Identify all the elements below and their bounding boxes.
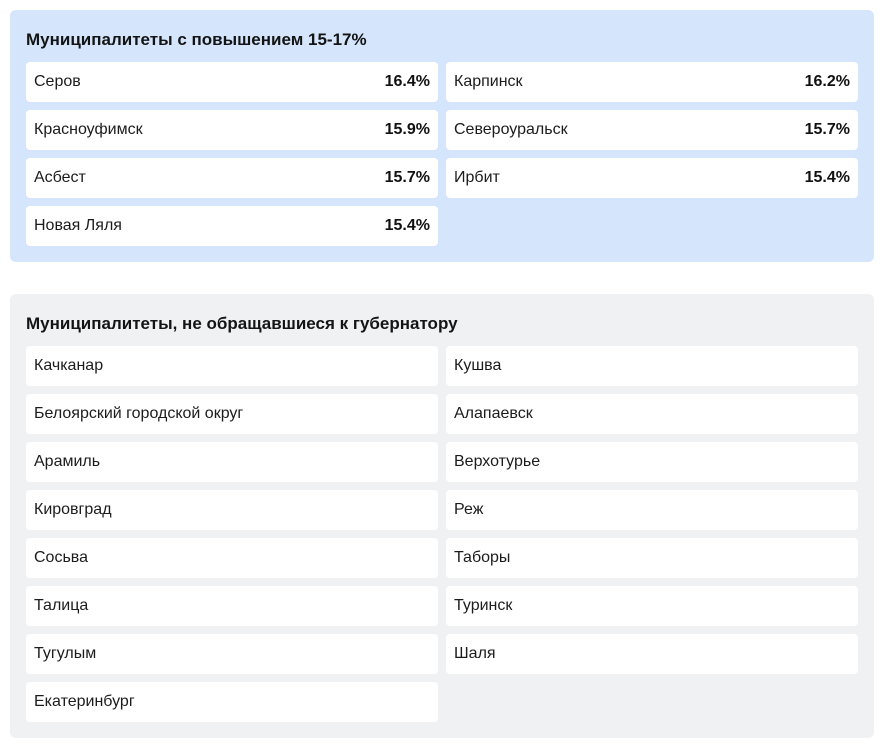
municipality-card: Екатеринбург xyxy=(26,682,438,722)
no-request-grid: Качканар Кушва Белоярский городской окру… xyxy=(26,346,858,722)
municipality-name: Кировград xyxy=(34,501,112,518)
municipality-card: Кушва xyxy=(446,346,858,386)
no-request-panel-title: Муниципалитеты, не обращавшиеся к губерн… xyxy=(26,314,458,333)
municipality-card: Карпинск 16.2% xyxy=(446,62,858,102)
municipality-name: Новая Ляля xyxy=(34,217,122,234)
municipality-card: Алапаевск xyxy=(446,394,858,434)
increase-panel-title: Муниципалитеты с повышением 15-17% xyxy=(26,30,367,49)
municipality-card: Туринск xyxy=(446,586,858,626)
municipality-card: Белоярский городской округ xyxy=(26,394,438,434)
municipality-card: Красноуфимск 15.9% xyxy=(26,110,438,150)
no-request-panel: Муниципалитеты, не обращавшиеся к губерн… xyxy=(10,294,874,738)
municipality-name: Талица xyxy=(34,597,89,614)
municipality-name: Красноуфимск xyxy=(34,121,143,138)
municipality-name: Туринск xyxy=(454,597,513,614)
increase-percent: 16.2% xyxy=(804,73,850,90)
municipality-card: Арамиль xyxy=(26,442,438,482)
municipality-name: Белоярский городской округ xyxy=(34,405,244,422)
municipality-card: Серов 16.4% xyxy=(26,62,438,102)
municipality-name: Реж xyxy=(454,501,484,518)
municipality-name: Асбест xyxy=(34,169,86,186)
municipality-card: Верхотурье xyxy=(446,442,858,482)
municipality-card: Реж xyxy=(446,490,858,530)
municipality-name: Североуральск xyxy=(454,121,568,138)
increase-percent: 15.9% xyxy=(384,121,430,138)
municipality-card: Тугулым xyxy=(26,634,438,674)
municipality-name: Алапаевск xyxy=(454,405,533,422)
increase-panel: Муниципалитеты с повышением 15-17% Серов… xyxy=(10,10,874,262)
municipality-name: Арамиль xyxy=(34,453,101,470)
municipality-card: Качканар xyxy=(26,346,438,386)
increase-percent: 15.7% xyxy=(384,169,430,186)
municipality-card: Сосьва xyxy=(26,538,438,578)
municipality-card: Ирбит 15.4% xyxy=(446,158,858,198)
increase-percent: 15.7% xyxy=(804,121,850,138)
municipality-card: Шаля xyxy=(446,634,858,674)
increase-percent: 15.4% xyxy=(804,169,850,186)
municipality-name: Шаля xyxy=(454,645,496,662)
municipality-name: Верхотурье xyxy=(454,453,541,470)
municipality-card: Североуральск 15.7% xyxy=(446,110,858,150)
increase-grid: Серов 16.4% Карпинск 16.2% Красноуфимск … xyxy=(26,62,858,246)
municipality-card: Асбест 15.7% xyxy=(26,158,438,198)
municipality-card: Кировград xyxy=(26,490,438,530)
municipality-name: Качканар xyxy=(34,357,104,374)
municipality-name: Кушва xyxy=(454,357,502,374)
increase-percent: 15.4% xyxy=(384,217,430,234)
municipality-name: Сосьва xyxy=(34,549,89,566)
municipality-name: Тугулым xyxy=(34,645,97,662)
municipality-card: Талица xyxy=(26,586,438,626)
municipality-card: Новая Ляля 15.4% xyxy=(26,206,438,246)
municipality-name: Таборы xyxy=(454,549,511,566)
increase-percent: 16.4% xyxy=(384,73,430,90)
municipality-name: Екатеринбург xyxy=(34,693,135,710)
municipality-card: Таборы xyxy=(446,538,858,578)
municipality-name: Серов xyxy=(34,73,81,90)
municipality-name: Карпинск xyxy=(454,73,523,90)
municipality-name: Ирбит xyxy=(454,169,500,186)
